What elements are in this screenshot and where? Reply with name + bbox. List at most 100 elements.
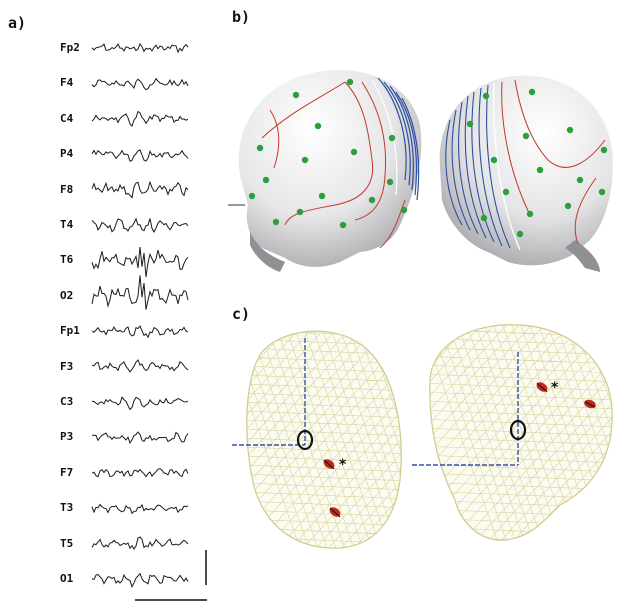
mesh-head-left: *: [232, 330, 402, 549]
electrode: [600, 146, 608, 154]
contour-blue: [464, 95, 487, 239]
asterisk-left: *: [339, 457, 347, 473]
eeg-trace: [91, 42, 189, 54]
jaw-shadow-left: [250, 232, 285, 272]
eeg-trace: [91, 180, 189, 199]
contour-red: [284, 81, 374, 226]
eeg-trace: [91, 396, 189, 411]
channel-label: Fp2: [60, 41, 80, 54]
contour-blue: [486, 84, 511, 249]
contour-red: [574, 177, 597, 245]
eeg-trace: [91, 572, 189, 588]
mesh-lines: [429, 324, 613, 541]
contour-blue: [471, 91, 495, 243]
mesh-grid-right: [429, 324, 613, 541]
electrode: [598, 188, 606, 196]
electrode: [576, 176, 584, 184]
dipole-source: [584, 399, 596, 409]
jaw-shadow-right: [565, 240, 600, 272]
channel-label: T4: [60, 218, 74, 231]
electrode: [502, 188, 510, 196]
mesh-head-right: *: [412, 324, 613, 541]
channel-label: O1: [60, 572, 74, 585]
electrode: [528, 88, 536, 96]
electrode: [566, 126, 574, 134]
electrode: [314, 122, 322, 130]
channel-label: F8: [60, 182, 74, 196]
contour-blue: [389, 85, 414, 191]
channel-label: F7: [60, 465, 74, 479]
origin-marker-right: [509, 419, 527, 441]
electrode: [400, 206, 408, 214]
eeg-trace: [91, 246, 189, 278]
electrode: [480, 214, 488, 222]
electrode: [350, 148, 358, 156]
eeg-trace: [91, 359, 189, 373]
channel-label: F3: [60, 359, 74, 373]
scalp-map-left: [228, 69, 422, 272]
contour-red: [261, 81, 346, 139]
panel-c-label: c): [232, 305, 251, 323]
channel-label: T5: [60, 536, 74, 550]
contour-blue: [451, 109, 471, 231]
electrode: [564, 202, 572, 210]
electrode: [386, 178, 394, 186]
eeg-trace: [91, 217, 189, 233]
electrode: [262, 176, 270, 184]
panel-b-label: b): [232, 8, 251, 26]
channel-label: C4: [60, 111, 74, 125]
channel-label: P3: [60, 430, 74, 444]
asterisk-right: *: [551, 380, 559, 396]
mesh-grid-left: [246, 331, 402, 549]
dipole-source: [329, 507, 341, 518]
contour-blue: [383, 81, 411, 186]
electrode: [292, 91, 300, 99]
channel-label: O2: [60, 288, 74, 302]
electrode: [318, 192, 326, 200]
electrode: [272, 218, 280, 226]
scalp-map-right: [439, 75, 613, 272]
electrode: [368, 196, 376, 204]
contour-zero: [493, 82, 521, 251]
origin-marker-left: [296, 429, 314, 451]
contour-blue: [478, 87, 503, 247]
electrode: [256, 144, 264, 152]
electrode: [522, 132, 530, 140]
eeg-trace: [91, 149, 189, 162]
eeg-trace: [91, 110, 189, 128]
dipole-source: [323, 459, 335, 470]
contour-blue: [458, 101, 479, 235]
contour-red: [354, 81, 387, 221]
channel-label: T3: [60, 501, 74, 515]
dipole-source: [536, 382, 548, 393]
eeg-trace: [91, 503, 189, 515]
contour-blue: [377, 77, 407, 181]
channel-label: T6: [60, 253, 74, 267]
contour-red: [514, 79, 606, 168]
electrode: [248, 192, 256, 200]
electrode: [490, 156, 498, 164]
electrode: [301, 156, 309, 164]
channel-label: C3: [60, 395, 74, 408]
panel-a-label: a): [8, 14, 27, 32]
channel-label: P4: [60, 147, 74, 161]
electrode: [516, 230, 524, 238]
contour-red: [501, 81, 531, 216]
contour-red: [379, 199, 406, 249]
contour-blue: [395, 91, 418, 196]
electrode: [296, 208, 304, 216]
electrode: [466, 120, 474, 128]
eeg-trace: [91, 77, 189, 91]
eeg-trace: [91, 468, 189, 478]
contour-red: [269, 109, 280, 169]
eeg-trace: [91, 536, 189, 550]
eeg-trace: [92, 431, 189, 445]
mesh-outline-right: [429, 324, 613, 541]
mesh-lines: [246, 331, 402, 549]
electrode: [526, 210, 534, 218]
eeg-trace: [91, 325, 189, 339]
contour-zero: [371, 79, 398, 196]
